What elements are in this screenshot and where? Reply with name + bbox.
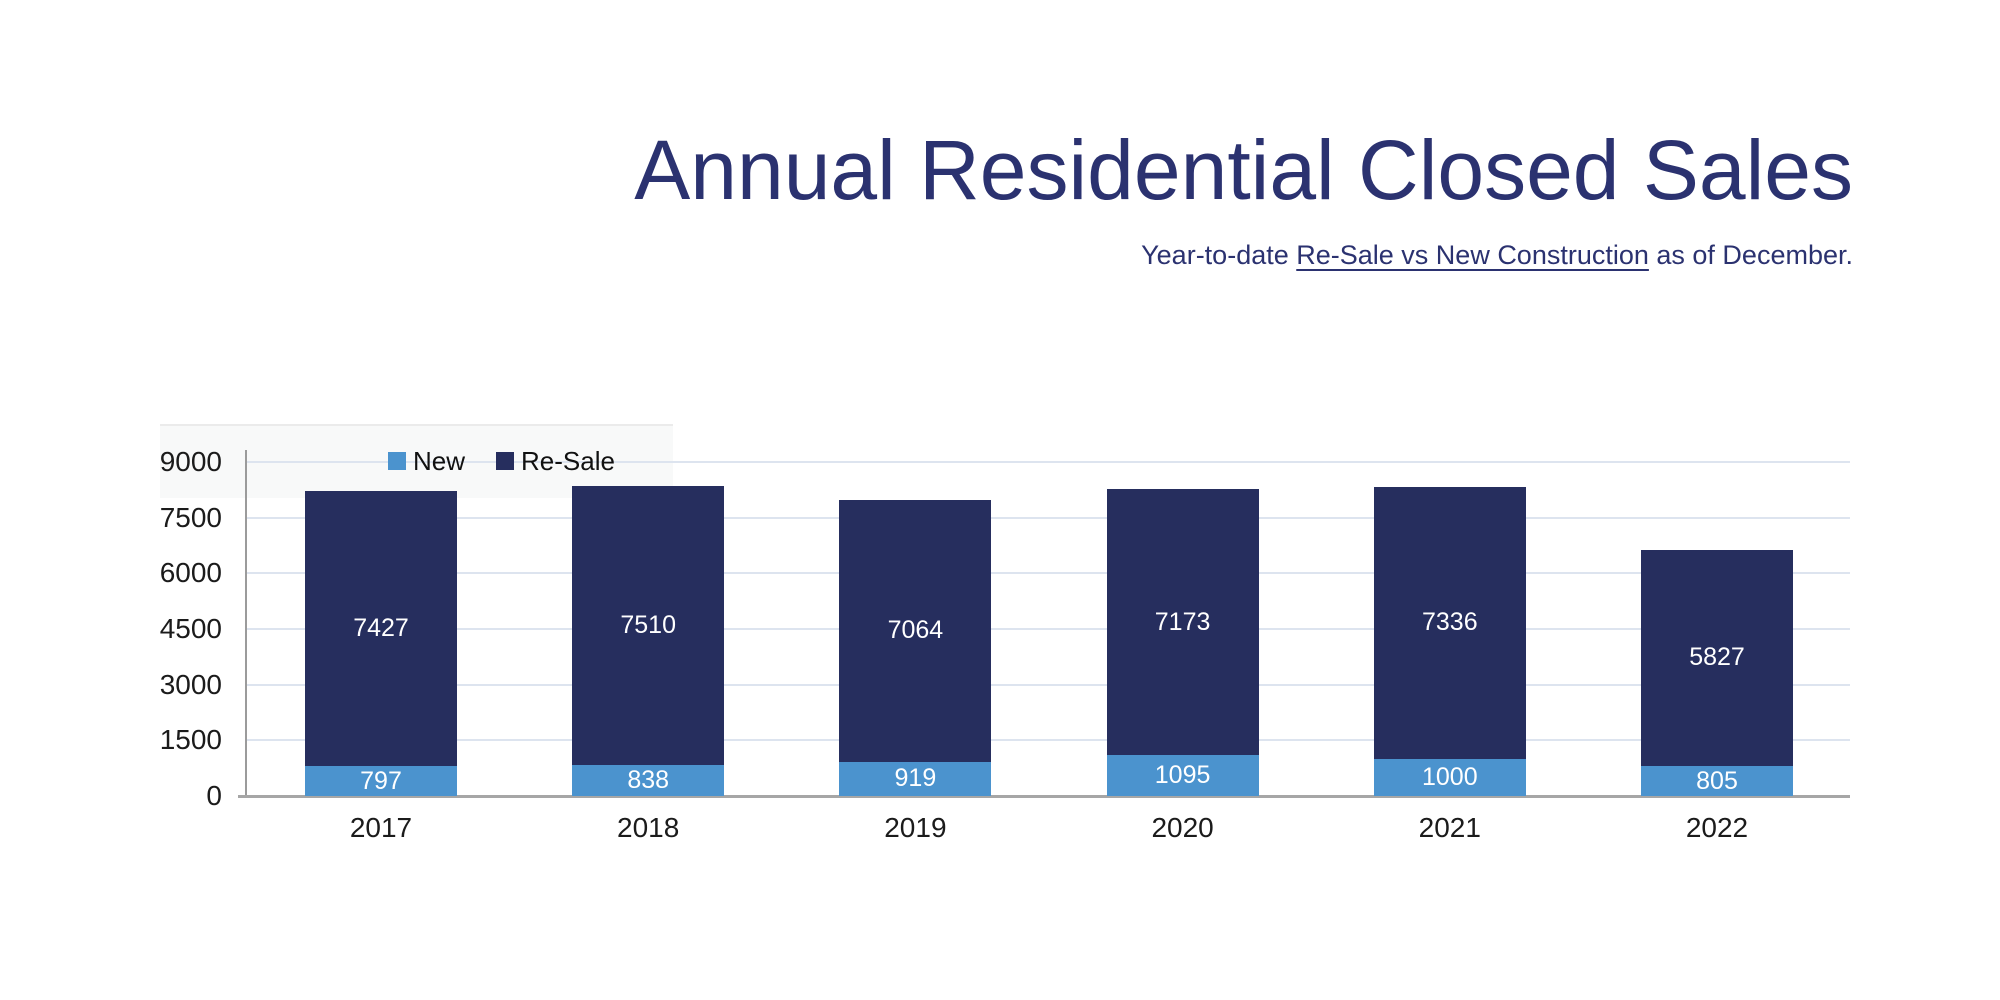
bar-segment-new-2018: 838: [572, 764, 725, 796]
y-tick-label-3000: 3000: [159, 668, 222, 700]
legend-item-resale: Re-Sale: [496, 448, 615, 474]
bar-segment-new-2017: 797: [305, 766, 457, 796]
y-tick-label-0: 0: [206, 780, 222, 811]
bar-2019: 7064 919: [839, 499, 992, 796]
bar-segment-resale-2017: 7427: [305, 490, 457, 767]
bar-value-new-2020: 1095: [1154, 761, 1211, 790]
y-tick-label-7500: 7500: [159, 501, 222, 533]
bar-segment-new-2021: 1000: [1373, 758, 1526, 796]
x-tick-label-2019: 2019: [884, 812, 947, 843]
bar-segment-new-2019: 919: [839, 761, 992, 796]
bar-2017: 7427 797: [305, 490, 457, 796]
bar-value-resale-2017: 7427: [353, 614, 409, 643]
chart-subtitle: Year-to-date Re-Sale vs New Construction…: [634, 240, 1853, 271]
gridline-6000: [246, 572, 1850, 575]
bar-value-resale-2022: 5827: [1689, 643, 1745, 672]
bar-value-new-2018: 838: [627, 765, 670, 794]
y-tick-label-4500: 4500: [159, 613, 222, 644]
x-tick-label-2021: 2021: [1418, 812, 1481, 843]
y-axis-line: [245, 450, 247, 796]
legend-label-resale: Re-Sale: [521, 446, 615, 476]
bar-2022: 5827 805: [1641, 549, 1793, 796]
background-artifact-line: [160, 424, 673, 426]
x-tick-label-2022: 2022: [1685, 812, 1749, 843]
legend-swatch-new-icon: [388, 452, 406, 470]
bar-value-resale-2018: 7510: [620, 611, 676, 640]
x-tick-label-2018: 2018: [617, 812, 680, 843]
subtitle-underlined-text: Re-Sale vs New Construction: [1296, 240, 1649, 271]
bar-value-new-2017: 797: [360, 766, 402, 795]
y-tick-label-6000: 6000: [159, 557, 222, 589]
subtitle-prefix: Year-to-date: [1141, 240, 1297, 271]
bar-value-resale-2021: 7336: [1421, 608, 1478, 637]
chart-title: Annual Residential Closed Sales: [634, 123, 1853, 217]
bar-2021: 7336 1000: [1373, 486, 1526, 796]
gridline-1500: [246, 739, 1850, 742]
bar-2018: 7510 838: [572, 486, 725, 796]
subtitle-suffix: as of December.: [1648, 240, 1853, 271]
bar-segment-resale-2019: 7064: [839, 499, 992, 762]
bar-value-resale-2020: 7173: [1154, 607, 1211, 636]
bar-segment-resale-2021: 7336: [1373, 486, 1526, 759]
header-block: Annual Residential Closed Sales Year-to-…: [634, 126, 1853, 271]
bar-segment-resale-2018: 7510: [572, 486, 725, 765]
gridline-3000: [246, 683, 1850, 686]
legend-label-new: New: [413, 446, 466, 476]
bar-2020: 7173 1095: [1106, 489, 1259, 796]
legend-swatch-resale-icon: [496, 452, 515, 470]
bar-segment-resale-2020: 7173: [1106, 489, 1259, 756]
bar-segment-new-2020: 1095: [1106, 755, 1259, 796]
y-tick-label-9000: 9000: [159, 446, 222, 477]
y-tick-label-1500: 1500: [159, 724, 222, 756]
bar-segment-resale-2022: 5827: [1641, 549, 1793, 767]
bar-value-new-2019: 919: [894, 764, 937, 793]
gridline-9000: [246, 461, 1850, 463]
x-axis-baseline: [238, 795, 1850, 798]
gridline-4500: [246, 628, 1850, 630]
x-tick-label-2020: 2020: [1151, 812, 1214, 843]
bar-value-new-2021: 1000: [1421, 762, 1478, 791]
legend: New Re-Sale: [388, 448, 615, 474]
legend-item-new: New: [388, 448, 465, 474]
bar-segment-new-2022: 805: [1641, 766, 1793, 796]
bar-value-resale-2019: 7064: [887, 616, 944, 645]
gridline-7500: [246, 516, 1850, 519]
bar-value-new-2022: 805: [1696, 766, 1738, 795]
x-tick-label-2017: 2017: [349, 812, 413, 843]
